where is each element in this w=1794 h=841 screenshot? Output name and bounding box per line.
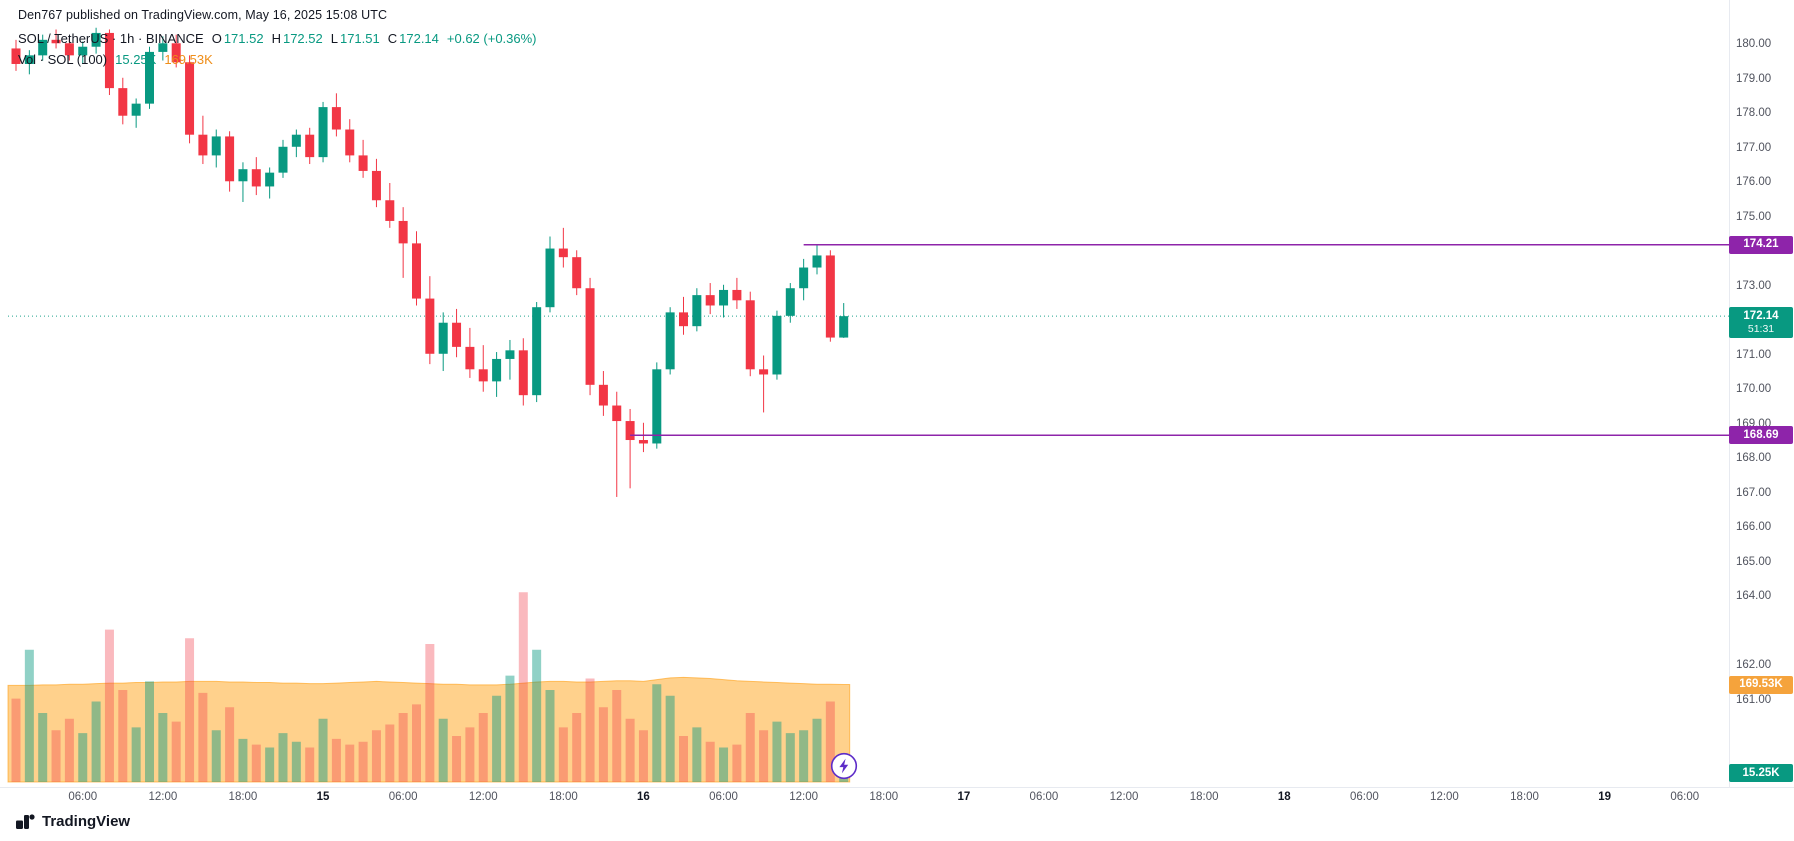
volume-ma-tag-value: 169.53K	[1739, 678, 1783, 691]
price-axis-label: 179.00	[1736, 72, 1772, 85]
brand-name: TradingView	[42, 813, 131, 830]
high-value: H 172.52	[271, 31, 323, 46]
price-axis-label: 161.00	[1736, 693, 1772, 706]
candlestick-chart	[7, 27, 1729, 783]
price-axis-label: 180.00	[1736, 38, 1772, 50]
time-axis-label: 12:00	[1430, 791, 1459, 803]
volume-legend: Vol · SOL (100) 15.25K 169.53K	[18, 52, 213, 67]
price-axis-label: 164.00	[1736, 590, 1772, 602]
time-axis-label: 06:00	[68, 791, 98, 803]
price-axis-label: 177.00	[1736, 141, 1772, 154]
change-value: +0.62 (+0.36%)	[446, 31, 537, 46]
tradingview-logo-icon	[16, 814, 35, 829]
price-axis-border	[1729, 0, 1730, 787]
symbol-title: SOL / TetherUS · 1h · BINANCE	[18, 31, 204, 46]
volume-ma-tag: 169.53K	[1729, 675, 1793, 694]
time-axis-label: 12:00	[468, 791, 498, 803]
time-axis-label: 18:00	[1189, 791, 1219, 803]
time-axis-label: 06:00	[709, 791, 738, 803]
time-axis-label: 06:00	[1029, 791, 1059, 803]
time-axis-label: 16	[637, 791, 650, 803]
time-axis-label: 18:00	[228, 791, 258, 803]
open-value: O 171.52	[211, 31, 264, 46]
volume-ma-value: 169.53K	[164, 52, 213, 67]
published-attribution: Den767 published on TradingView.com, May…	[18, 8, 388, 22]
price-axis-label: 165.00	[1736, 555, 1772, 568]
price-axis-label: 166.00	[1736, 521, 1772, 533]
time-axis-label: 17	[957, 791, 971, 803]
price-axis-label: 173.00	[1736, 279, 1772, 292]
time-axis-label: 19	[1598, 791, 1612, 803]
support-price: 168.69	[1743, 428, 1779, 441]
volume-tag: 15.25K	[1729, 764, 1793, 783]
bar-countdown: 51:31	[1747, 322, 1775, 335]
time-axis-label: 12:00	[148, 791, 178, 803]
price-axis-label: 175.00	[1736, 210, 1772, 223]
time-axis-label: 06:00	[388, 791, 418, 803]
time-axis-label: 12:00	[789, 791, 819, 803]
tradingview-brand[interactable]: TradingView	[16, 812, 130, 831]
price-axis-label: 176.00	[1736, 176, 1772, 188]
time-axis-label: 06:00	[1349, 791, 1379, 803]
time-axis-label: 12:00	[1109, 791, 1139, 803]
level-tag-resistance: 174.21	[1729, 235, 1793, 254]
time-axis-label: 06:00	[1670, 791, 1700, 803]
last-price-value: 172.14	[1743, 309, 1779, 322]
time-axis-label: 15	[316, 791, 330, 803]
close-value: C 172.14	[387, 31, 439, 46]
price-axis-label: 167.00	[1736, 486, 1772, 499]
price-axis-label: 171.00	[1736, 348, 1772, 361]
time-axis-label: 18	[1277, 791, 1291, 803]
low-value: L 171.51	[330, 31, 380, 46]
last-price-tag: 172.14 51:31	[1729, 307, 1793, 339]
level-tag-support: 168.69	[1729, 426, 1793, 445]
resistance-price: 174.21	[1743, 238, 1779, 251]
time-axis-label: 18:00	[548, 791, 578, 803]
time-axis-label: 18:00	[1510, 791, 1539, 803]
time-axis-label: 18:00	[869, 791, 899, 803]
volume-current-value: 15.25K	[115, 52, 157, 67]
price-axis-label: 178.00	[1736, 107, 1772, 119]
price-axis-label: 170.00	[1736, 383, 1772, 395]
volume-legend-label: Vol · SOL (100)	[18, 52, 108, 67]
lightning-boost-icon[interactable]	[830, 752, 858, 780]
time-axis-border	[0, 787, 1794, 788]
price-axis-label: 168.00	[1736, 452, 1772, 464]
price-axis-label: 162.00	[1736, 659, 1772, 671]
volume-tag-value: 15.25K	[1742, 766, 1780, 779]
